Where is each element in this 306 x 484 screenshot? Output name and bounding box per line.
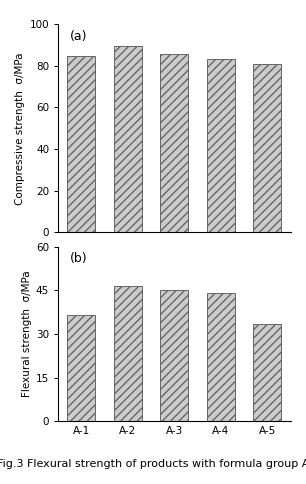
Bar <box>67 57 95 232</box>
Bar <box>160 290 188 421</box>
Bar <box>207 293 235 421</box>
Bar <box>207 59 235 232</box>
Bar <box>253 324 282 421</box>
Text: (a): (a) <box>70 30 87 44</box>
Bar <box>114 46 142 232</box>
Bar <box>253 64 282 232</box>
Text: Fig.3 Flexural strength of products with formula group A: Fig.3 Flexural strength of products with… <box>0 459 306 469</box>
Bar <box>67 315 95 421</box>
Y-axis label: Compressive strength  σ/MPa: Compressive strength σ/MPa <box>15 52 25 205</box>
Y-axis label: Flexural strength  σ/MPa: Flexural strength σ/MPa <box>22 271 32 397</box>
Bar <box>160 54 188 232</box>
Bar <box>114 286 142 421</box>
Text: (b): (b) <box>70 252 88 265</box>
